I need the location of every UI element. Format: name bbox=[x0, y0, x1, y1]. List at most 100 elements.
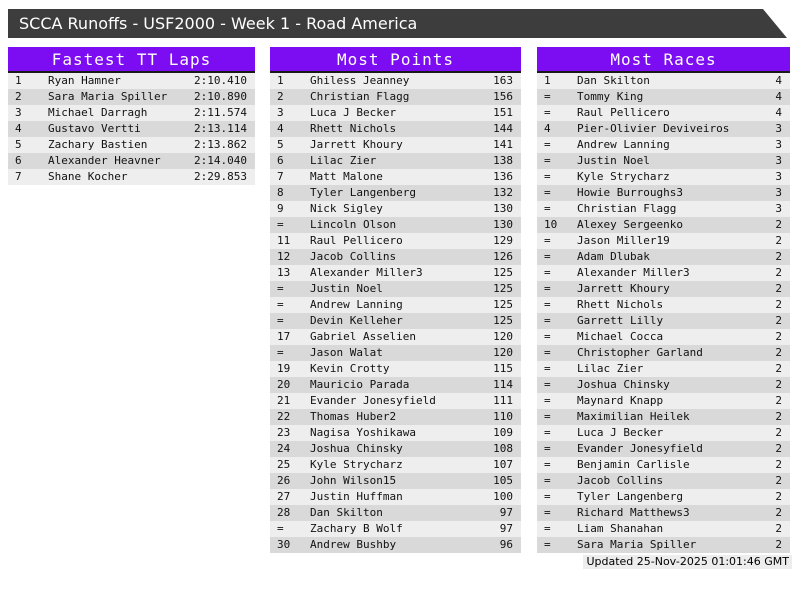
value-cell: 2 bbox=[775, 234, 782, 247]
value-cell: 3 bbox=[775, 138, 782, 151]
board-most-points: Most Points 1 Ghiless Jeanney 163 2 Christia… bbox=[270, 47, 521, 553]
name-cell: Alexey Sergeenko bbox=[577, 218, 683, 231]
rank-cell: 27 bbox=[277, 490, 291, 503]
table-row: 23 Nagisa Yoshikawa 109 bbox=[270, 425, 521, 441]
rank-cell: 3 bbox=[277, 106, 284, 119]
value-cell: 100 bbox=[493, 490, 513, 503]
rank-cell: = bbox=[544, 378, 551, 391]
value-cell: 108 bbox=[493, 442, 513, 455]
table-row: 22 Thomas Huber2 110 bbox=[270, 409, 521, 425]
name-cell: Lilac Zier bbox=[310, 154, 377, 167]
rank-cell: = bbox=[544, 362, 551, 375]
table-row: = Lincoln Olson 130 bbox=[270, 217, 521, 233]
rank-cell: 4 bbox=[15, 122, 22, 135]
rank-cell: 17 bbox=[277, 330, 291, 343]
board-header-most-races: Most Races bbox=[537, 47, 790, 73]
name-cell: Alexander Heavner bbox=[48, 154, 161, 167]
value-cell: 107 bbox=[493, 458, 513, 471]
name-cell: Justin Noel bbox=[310, 282, 383, 295]
value-cell: 2 bbox=[775, 250, 782, 263]
table-row: = Luca J Becker 2 bbox=[537, 425, 790, 441]
name-cell: Liam Shanahan bbox=[577, 522, 664, 535]
value-cell: 2:14.040 bbox=[194, 154, 247, 167]
value-cell: 144 bbox=[493, 122, 513, 135]
board-header-fastest-tt-laps: Fastest TT Laps bbox=[8, 47, 255, 73]
table-row: = Maximilian Heilek 2 bbox=[537, 409, 790, 425]
value-cell: 2 bbox=[775, 218, 782, 231]
table-row: 2 Sara Maria Spiller 2:10.890 bbox=[8, 89, 255, 105]
rank-cell: = bbox=[277, 522, 284, 535]
rank-cell: = bbox=[544, 282, 551, 295]
name-cell: Richard Matthews3 bbox=[577, 506, 690, 519]
value-cell: 3 bbox=[775, 122, 782, 135]
table-row: 5 Zachary Bastien 2:13.862 bbox=[8, 137, 255, 153]
value-cell: 130 bbox=[493, 202, 513, 215]
table-row: = Maynard Knapp 2 bbox=[537, 393, 790, 409]
rank-cell: 3 bbox=[15, 106, 22, 119]
rank-cell: = bbox=[544, 170, 551, 183]
table-row: = Lilac Zier 2 bbox=[537, 361, 790, 377]
table-row: = Tyler Langenberg 2 bbox=[537, 489, 790, 505]
rank-cell: 9 bbox=[277, 202, 284, 215]
value-cell: 4 bbox=[775, 74, 782, 87]
table-row: 13 Alexander Miller3 125 bbox=[270, 265, 521, 281]
table-row: = Sara Maria Spiller 2 bbox=[537, 537, 790, 553]
board-header-most-points: Most Points bbox=[270, 47, 521, 73]
value-cell: 2:29.853 bbox=[194, 170, 247, 183]
table-row: 1 Ghiless Jeanney 163 bbox=[270, 73, 521, 89]
rank-cell: = bbox=[544, 410, 551, 423]
rank-cell: = bbox=[544, 490, 551, 503]
rank-cell: 7 bbox=[277, 170, 284, 183]
value-cell: 109 bbox=[493, 426, 513, 439]
rank-cell: = bbox=[544, 202, 551, 215]
name-cell: Luca J Becker bbox=[310, 106, 397, 119]
name-cell: Kevin Crotty bbox=[310, 362, 390, 375]
value-cell: 3 bbox=[775, 154, 782, 167]
page-title: SCCA Runoffs - USF2000 - Week 1 - Road A… bbox=[19, 14, 418, 33]
rank-cell: 22 bbox=[277, 410, 291, 423]
name-cell: Dan Skilton bbox=[310, 506, 383, 519]
name-cell: Jason Walat bbox=[310, 346, 383, 359]
name-cell: Tyler Langenberg bbox=[310, 186, 416, 199]
rank-cell: = bbox=[544, 474, 551, 487]
table-row: = Jarrett Khoury 2 bbox=[537, 281, 790, 297]
board-fastest-tt-laps: Fastest TT Laps 1 Ryan Hamner 2:10.410 2 Sar… bbox=[8, 47, 255, 185]
name-cell: Luca J Becker bbox=[577, 426, 664, 439]
value-cell: 129 bbox=[493, 234, 513, 247]
table-row: = Jason Walat 120 bbox=[270, 345, 521, 361]
name-cell: Lilac Zier bbox=[577, 362, 644, 375]
rank-cell: 26 bbox=[277, 474, 291, 487]
value-cell: 151 bbox=[493, 106, 513, 119]
table-row: 4 Rhett Nichols 144 bbox=[270, 121, 521, 137]
table-row: 30 Andrew Bushby 96 bbox=[270, 537, 521, 553]
rank-cell: = bbox=[544, 394, 551, 407]
name-cell: Michael Cocca bbox=[577, 330, 664, 343]
name-cell: Shane Kocher bbox=[48, 170, 128, 183]
rank-cell: 5 bbox=[277, 138, 284, 151]
name-cell: Alexander Miller3 bbox=[577, 266, 690, 279]
value-cell: 2:10.890 bbox=[194, 90, 247, 103]
table-row: = Zachary B Wolf 97 bbox=[270, 521, 521, 537]
rank-cell: = bbox=[544, 458, 551, 471]
value-cell: 2 bbox=[775, 522, 782, 535]
table-row: = Evander Jonesyfield 2 bbox=[537, 441, 790, 457]
name-cell: Benjamin Carlisle bbox=[577, 458, 690, 471]
name-cell: Tyler Langenberg bbox=[577, 490, 683, 503]
name-cell: Christopher Garland bbox=[577, 346, 703, 359]
name-cell: Joshua Chinsky bbox=[310, 442, 403, 455]
name-cell: Gustavo Vertti bbox=[48, 122, 141, 135]
table-row: 25 Kyle Strycharz 107 bbox=[270, 457, 521, 473]
rank-cell: 19 bbox=[277, 362, 291, 375]
board-title: Most Points bbox=[337, 50, 454, 69]
name-cell: Zachary B Wolf bbox=[310, 522, 403, 535]
table-row: = Michael Cocca 2 bbox=[537, 329, 790, 345]
table-row: 5 Jarrett Khoury 141 bbox=[270, 137, 521, 153]
table-row: 8 Tyler Langenberg 132 bbox=[270, 185, 521, 201]
table-row: 24 Joshua Chinsky 108 bbox=[270, 441, 521, 457]
value-cell: 115 bbox=[493, 362, 513, 375]
table-row: = Adam Dlubak 2 bbox=[537, 249, 790, 265]
rank-cell: = bbox=[277, 218, 284, 231]
value-cell: 114 bbox=[493, 378, 513, 391]
value-cell: 125 bbox=[493, 266, 513, 279]
table-row: 6 Alexander Heavner 2:14.040 bbox=[8, 153, 255, 169]
